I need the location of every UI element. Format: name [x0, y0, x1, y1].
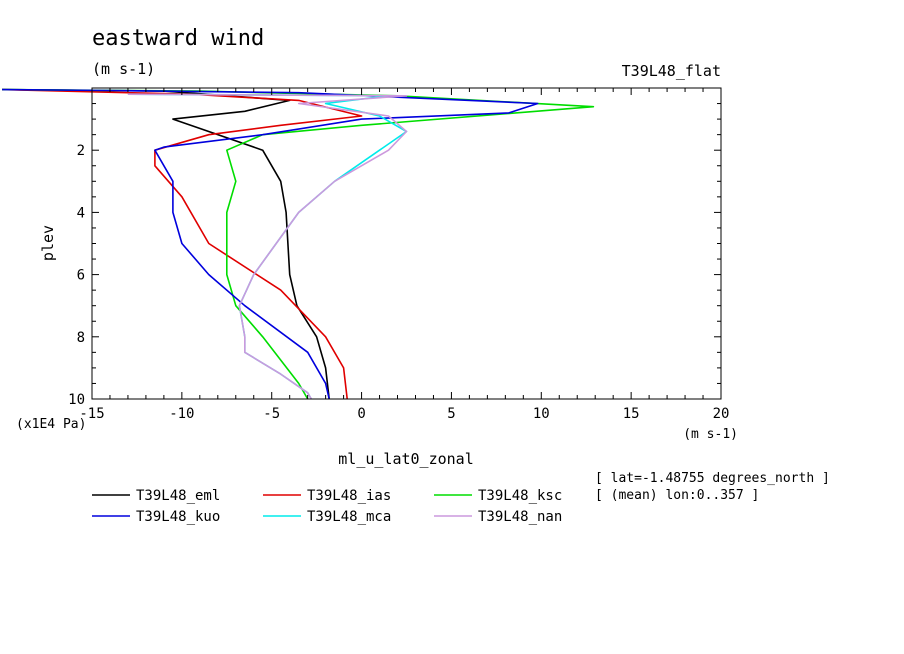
info-lon: [ (mean) lon:0..357 ] [595, 488, 759, 503]
plot-frame [91, 87, 722, 400]
y-tick-label: 2 [77, 143, 85, 159]
x-tick-label: 5 [447, 406, 455, 422]
y-tick-label: 4 [77, 205, 85, 221]
x-tick-label: -5 [263, 406, 280, 422]
x-tick-label: -10 [169, 406, 194, 422]
series-line-T39L48_nan [127, 93, 408, 400]
x-tick-label: 0 [357, 406, 365, 422]
series-line-T39L48_ksc [2, 88, 595, 400]
series-line-T39L48_mca [127, 93, 408, 400]
legend-label: T39L48_ias [307, 488, 391, 504]
legend-label: T39L48_kuo [136, 509, 220, 525]
y-tick-label: 8 [77, 330, 85, 346]
chart-units: (m s-1) [92, 60, 155, 78]
y-tick-label: 10 [68, 392, 85, 408]
plot-lines [2, 88, 595, 400]
legend: T39L48_eml T39L48_ias T39L48_ksc T39L48_kuo… [92, 488, 562, 525]
x-axis-label: ml_u_lat0_zonal [338, 450, 473, 468]
axes [91, 87, 722, 400]
x-axis-units: (m s-1) [683, 427, 738, 442]
legend-label: T39L48_eml [136, 488, 220, 504]
y-tick-label: 6 [77, 268, 85, 284]
chart-title: eastward wind [92, 26, 264, 51]
y-axis-label: plev [39, 225, 57, 261]
y-axis-units: (x1E4 Pa) [16, 417, 86, 432]
tick-labels: -15 -10 -5 0 5 10 15 20 2 4 6 8 10 [68, 143, 729, 422]
run-label: T39L48_flat [622, 62, 721, 80]
legend-label: T39L48_nan [478, 509, 562, 525]
x-tick-label: 20 [713, 406, 730, 422]
x-tick-label: 15 [623, 406, 640, 422]
legend-label: T39L48_mca [307, 509, 391, 525]
x-tick-label: 10 [533, 406, 550, 422]
legend-label: T39L48_ksc [478, 488, 562, 504]
x-tick-label: -15 [79, 406, 104, 422]
series-line-T39L48_kuo [2, 88, 539, 400]
info-lat: [ lat=-1.48755 degrees_north ] [595, 471, 830, 486]
